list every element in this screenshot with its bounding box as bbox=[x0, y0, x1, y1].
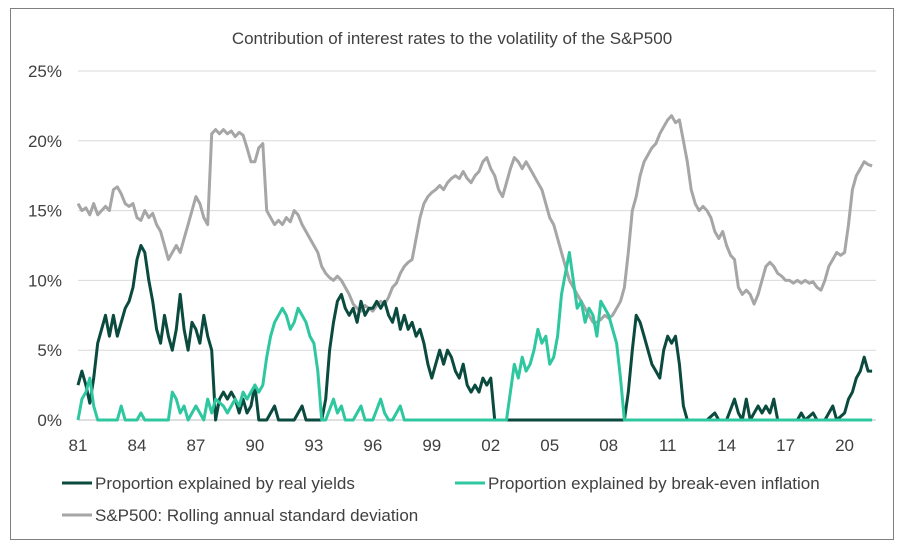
legend-label: S&P500: Rolling annual standard deviatio… bbox=[95, 506, 418, 525]
chart-frame: Contribution of interest rates to the vo… bbox=[10, 8, 894, 540]
x-tick-label: 14 bbox=[717, 436, 736, 455]
x-tick-label: 87 bbox=[186, 436, 205, 455]
y-tick-label: 0% bbox=[37, 411, 62, 430]
x-tick-label: 90 bbox=[245, 436, 264, 455]
x-tick-label: 20 bbox=[835, 436, 854, 455]
y-tick-label: 25% bbox=[28, 62, 62, 81]
series-line-1 bbox=[76, 251, 873, 422]
x-tick-label: 84 bbox=[128, 436, 147, 455]
x-tick-label: 08 bbox=[599, 436, 618, 455]
y-tick-label: 15% bbox=[28, 202, 62, 221]
x-tick-label: 05 bbox=[540, 436, 559, 455]
y-tick-label: 5% bbox=[37, 341, 62, 360]
x-tick-label: 17 bbox=[776, 436, 795, 455]
series-line-0 bbox=[76, 244, 873, 422]
series-line-2 bbox=[76, 114, 873, 324]
x-tick-label: 99 bbox=[422, 436, 441, 455]
legend-label: Proportion explained by break-even infla… bbox=[488, 474, 820, 493]
x-tick-label: 96 bbox=[363, 436, 382, 455]
x-tick-label: 02 bbox=[481, 436, 500, 455]
chart-title: Contribution of interest rates to the vo… bbox=[231, 29, 673, 48]
y-tick-label: 10% bbox=[28, 271, 62, 290]
x-tick-label: 11 bbox=[659, 436, 677, 455]
x-tick-label: 81 bbox=[69, 436, 88, 455]
y-tick-label: 20% bbox=[28, 132, 62, 151]
legend-label: Proportion explained by real yields bbox=[95, 474, 355, 493]
x-tick-label: 93 bbox=[304, 436, 323, 455]
